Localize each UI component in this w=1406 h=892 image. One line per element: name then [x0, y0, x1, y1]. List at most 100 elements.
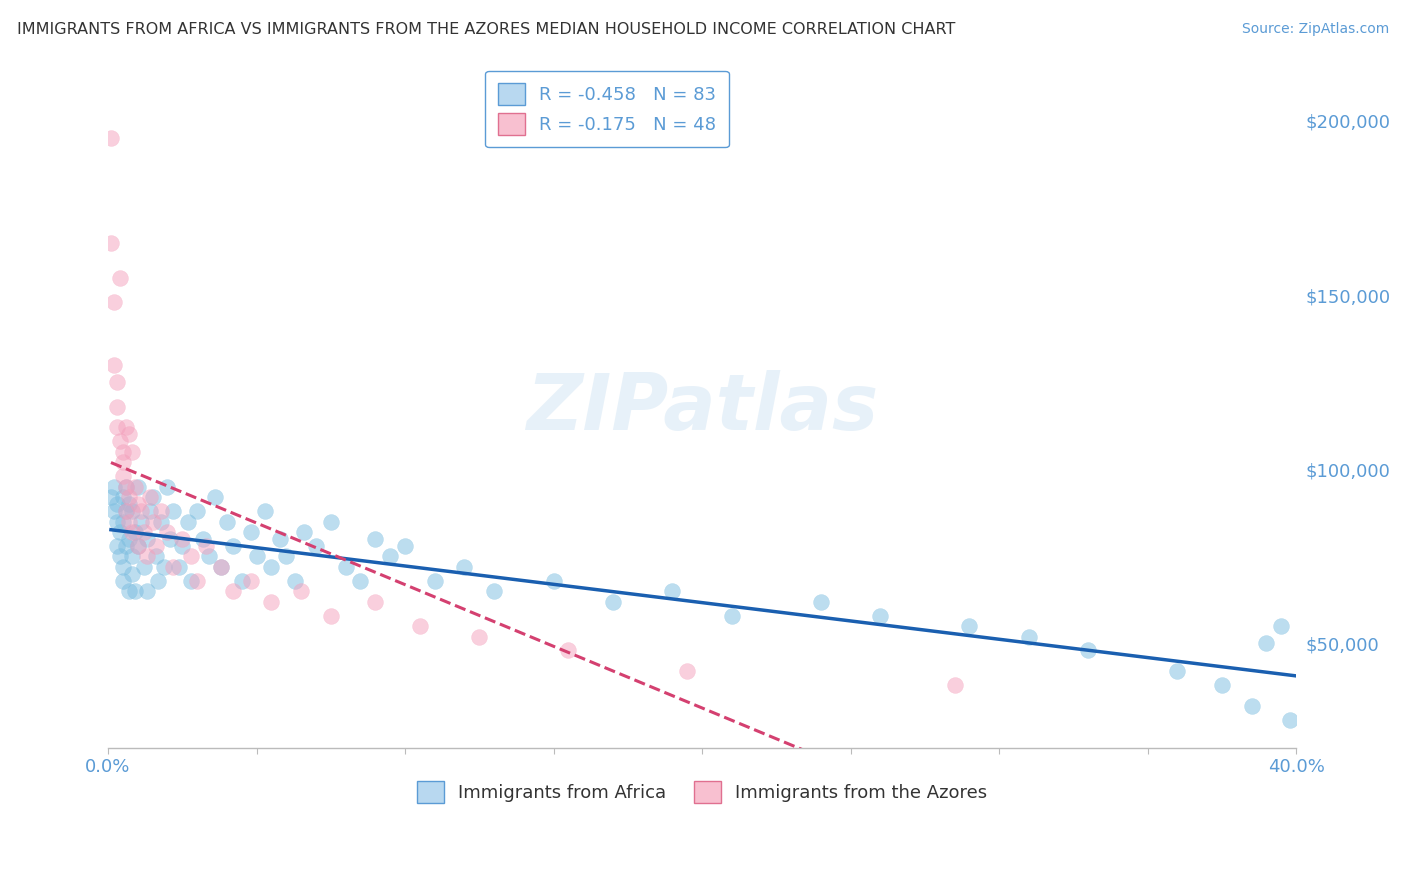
Point — [108, 434, 131, 449]
Point — [1166, 665, 1188, 679]
Point — [284, 574, 307, 588]
Point — [121, 504, 143, 518]
Point — [156, 524, 179, 539]
Point — [127, 539, 149, 553]
Point — [118, 532, 141, 546]
Point — [260, 559, 283, 574]
Point — [810, 595, 832, 609]
Point — [105, 539, 128, 553]
Point — [105, 497, 128, 511]
Point — [222, 584, 245, 599]
Point — [121, 445, 143, 459]
Point — [453, 559, 475, 574]
Point — [111, 515, 134, 529]
Point — [1211, 678, 1233, 692]
Point — [135, 584, 157, 599]
Point — [108, 549, 131, 564]
Text: Source: ZipAtlas.com: Source: ZipAtlas.com — [1241, 22, 1389, 37]
Point — [150, 504, 173, 518]
Point — [141, 515, 163, 529]
Point — [943, 678, 966, 692]
Point — [153, 559, 176, 574]
Point — [1018, 630, 1040, 644]
Point — [1270, 619, 1292, 633]
Point — [676, 665, 699, 679]
Text: IMMIGRANTS FROM AFRICA VS IMMIGRANTS FROM THE AZORES MEDIAN HOUSEHOLD INCOME COR: IMMIGRANTS FROM AFRICA VS IMMIGRANTS FRO… — [17, 22, 955, 37]
Point — [121, 524, 143, 539]
Point — [180, 549, 202, 564]
Point — [180, 574, 202, 588]
Point — [543, 574, 565, 588]
Point — [103, 504, 125, 518]
Point — [156, 480, 179, 494]
Point — [335, 559, 357, 574]
Point — [111, 490, 134, 504]
Point — [468, 630, 491, 644]
Point — [118, 490, 141, 504]
Point — [1077, 643, 1099, 657]
Point — [290, 584, 312, 599]
Point — [111, 559, 134, 574]
Point — [127, 480, 149, 494]
Point — [162, 559, 184, 574]
Point — [254, 504, 277, 518]
Point — [105, 420, 128, 434]
Point — [105, 400, 128, 414]
Point — [209, 559, 232, 574]
Point — [105, 375, 128, 389]
Point — [222, 539, 245, 553]
Point — [269, 532, 291, 546]
Point — [138, 504, 160, 518]
Point — [159, 532, 181, 546]
Point — [145, 549, 167, 564]
Point — [1279, 713, 1302, 727]
Point — [114, 504, 136, 518]
Point — [118, 515, 141, 529]
Point — [661, 584, 683, 599]
Point — [114, 480, 136, 494]
Point — [121, 566, 143, 581]
Point — [145, 539, 167, 553]
Point — [364, 595, 387, 609]
Point — [169, 559, 191, 574]
Point — [482, 584, 505, 599]
Point — [204, 490, 226, 504]
Point — [111, 469, 134, 483]
Point — [111, 574, 134, 588]
Point — [121, 549, 143, 564]
Point — [103, 480, 125, 494]
Point — [557, 643, 579, 657]
Point — [132, 524, 155, 539]
Point — [276, 549, 298, 564]
Point — [118, 584, 141, 599]
Point — [127, 497, 149, 511]
Point — [191, 532, 214, 546]
Point — [195, 539, 218, 553]
Point — [118, 497, 141, 511]
Point — [135, 532, 157, 546]
Point — [957, 619, 980, 633]
Point — [245, 549, 267, 564]
Point — [114, 504, 136, 518]
Point — [100, 235, 122, 250]
Point — [292, 524, 315, 539]
Point — [103, 358, 125, 372]
Point — [124, 480, 146, 494]
Point — [111, 455, 134, 469]
Point — [423, 574, 446, 588]
Point — [100, 131, 122, 145]
Point — [148, 574, 170, 588]
Point — [129, 515, 152, 529]
Point — [118, 427, 141, 442]
Point — [177, 515, 200, 529]
Point — [124, 584, 146, 599]
Point — [100, 490, 122, 504]
Point — [1240, 699, 1263, 714]
Point — [111, 445, 134, 459]
Text: ZIPatlas: ZIPatlas — [526, 370, 879, 446]
Point — [394, 539, 416, 553]
Point — [209, 559, 232, 574]
Point — [260, 595, 283, 609]
Point — [108, 524, 131, 539]
Point — [239, 524, 262, 539]
